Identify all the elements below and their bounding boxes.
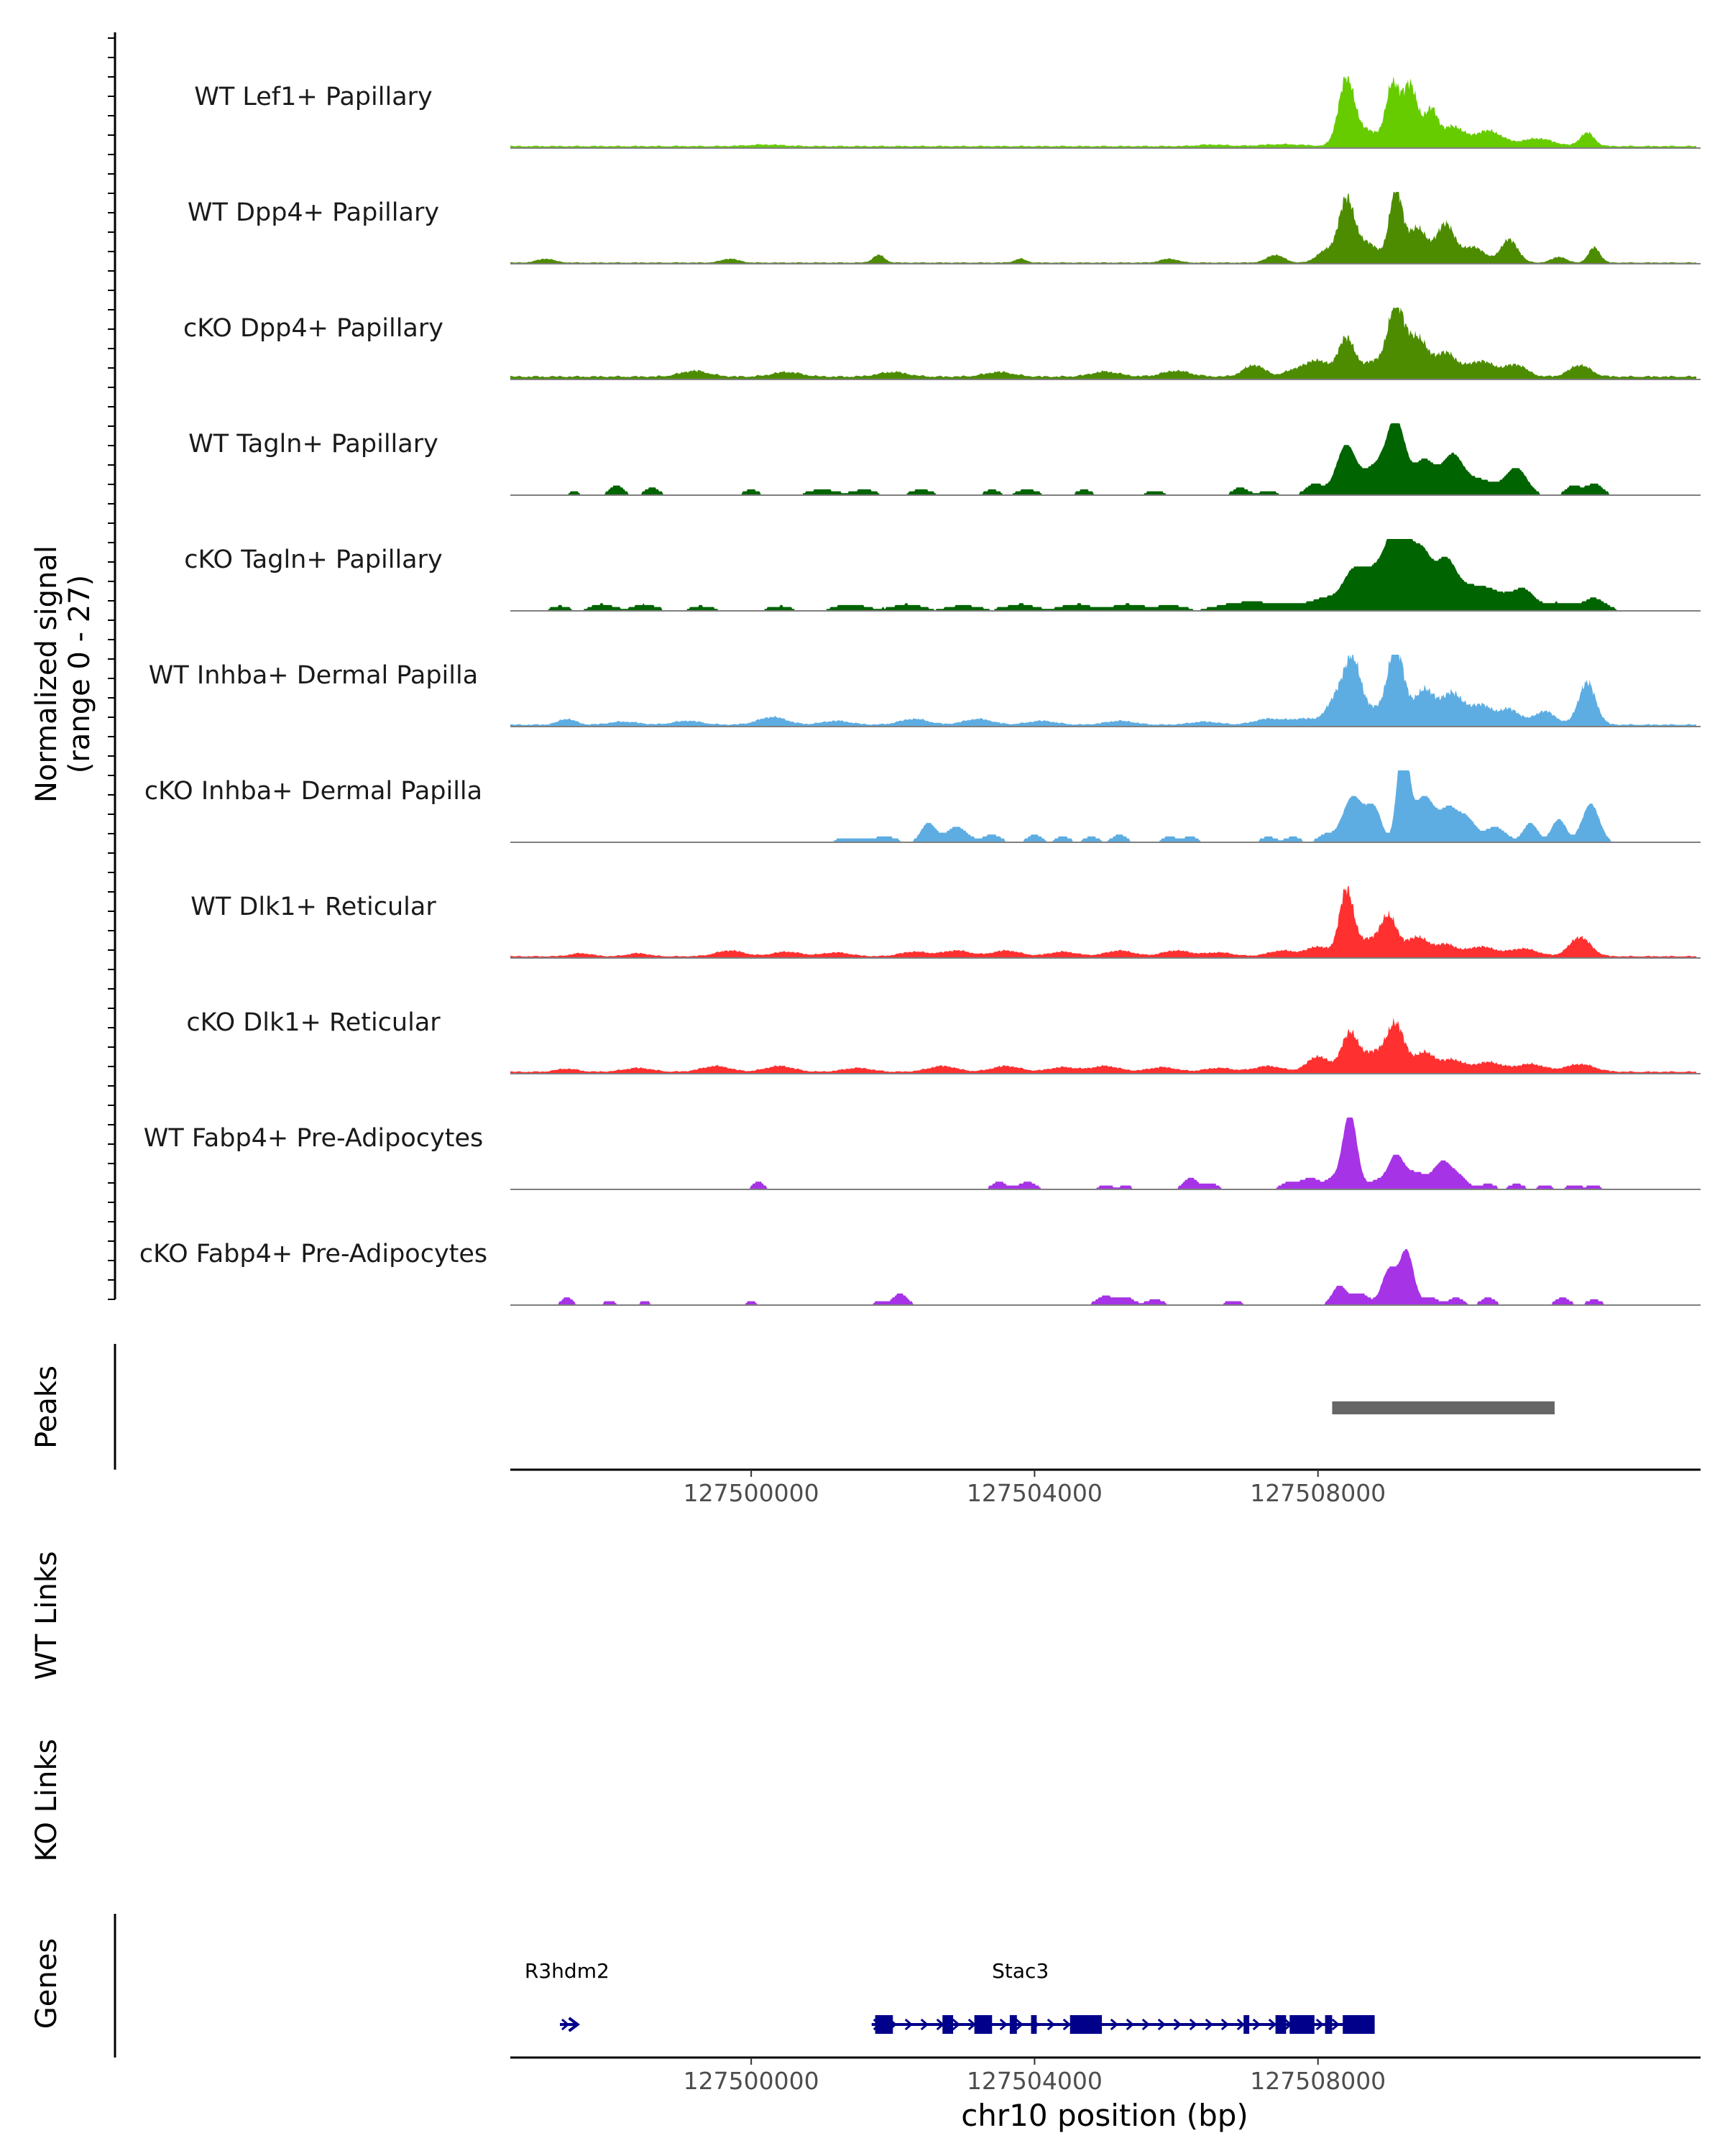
x-tick-label: 127508000 xyxy=(1250,2067,1386,2095)
coverage-area xyxy=(510,308,1697,379)
gene-model: R3hdm2 xyxy=(525,1959,610,2032)
coverage-area xyxy=(510,76,1697,148)
strand-arrow xyxy=(1315,2018,1324,2031)
gene-exon xyxy=(1275,2015,1287,2034)
gene-exon xyxy=(875,2015,893,2034)
peaks-regions xyxy=(1332,1401,1555,1414)
coverage-area xyxy=(510,423,1697,495)
coverage-track: cKO Inhba+ Dermal Papilla xyxy=(144,770,1701,843)
peak-region xyxy=(1332,1401,1555,1414)
coverage-track: cKO Dlk1+ Reticular xyxy=(186,1008,1701,1074)
track-label: WT Dlk1+ Reticular xyxy=(190,893,436,921)
coverage-ylabel: Normalized signal xyxy=(30,545,63,803)
coverage-track: cKO Dpp4+ Papillary xyxy=(183,308,1701,380)
coverage-track: cKO Fabp4+ Pre-Adipocytes xyxy=(139,1240,1701,1306)
track-label: cKO Inhba+ Dermal Papilla xyxy=(144,777,482,806)
strand-arrow xyxy=(1236,2018,1245,2031)
coverage-ylabel-range: (range 0 - 27) xyxy=(63,575,96,773)
upper-x-axis: 127500000 127504000 127508000 xyxy=(510,1468,1701,1507)
x-tick-label: 127504000 xyxy=(967,1479,1103,1507)
coverage-area xyxy=(510,192,1697,264)
coverage-track: WT Dlk1+ Reticular xyxy=(190,886,1701,959)
gene-exon xyxy=(1289,2015,1315,2034)
strand-arrow xyxy=(1189,2018,1197,2031)
track-label: cKO Dpp4+ Papillary xyxy=(183,314,443,343)
x-tick-label: 127504000 xyxy=(967,2067,1103,2095)
strand-arrow xyxy=(1110,2018,1118,2031)
genes-label: Genes xyxy=(30,1938,63,2029)
coverage-tracks: WT Lef1+ Papillary WT Dpp4+ Papillary cKO … xyxy=(139,76,1701,1306)
track-label: WT Dpp4+ Papillary xyxy=(188,198,439,227)
gene-exon xyxy=(1343,2015,1375,2034)
strand-arrow xyxy=(1062,2018,1071,2031)
strand-arrow xyxy=(1331,2018,1340,2031)
track-label: WT Lef1+ Papillary xyxy=(194,83,433,111)
coverage-y-axis xyxy=(108,32,116,1300)
strand-arrow xyxy=(1015,2018,1024,2031)
peaks-label: Peaks xyxy=(30,1365,63,1449)
strand-arrow xyxy=(920,2018,929,2031)
coverage-area xyxy=(510,1017,1697,1074)
coverage-track: WT Tagln+ Papillary xyxy=(188,423,1701,496)
gene-exon xyxy=(1009,2015,1017,2034)
x-tick-label: 127500000 xyxy=(684,2067,819,2095)
strand-arrow xyxy=(904,2018,913,2031)
strand-arrow xyxy=(1205,2018,1213,2031)
coverage-track: cKO Tagln+ Papillary xyxy=(184,539,1701,612)
strand-arrow xyxy=(561,2018,570,2031)
gene-exon xyxy=(942,2015,954,2034)
coverage-track: WT Fabp4+ Pre-Adipocytes xyxy=(144,1118,1701,1190)
strand-arrow xyxy=(1157,2018,1166,2031)
coverage-area xyxy=(510,655,1697,727)
track-label: WT Fabp4+ Pre-Adipocytes xyxy=(144,1124,483,1153)
gene-end-arrow xyxy=(568,2017,580,2032)
strand-arrow xyxy=(999,2018,1008,2031)
coverage-track: WT Inhba+ Dermal Papilla xyxy=(149,655,1701,727)
genes-models: R3hdm2 Stac3 xyxy=(525,1959,1375,2034)
track-label: cKO Fabp4+ Pre-Adipocytes xyxy=(139,1240,487,1268)
x-tick-label: 127500000 xyxy=(684,1479,819,1507)
x-axis-title: chr10 position (bp) xyxy=(961,2098,1248,2133)
track-label: WT Tagln+ Papillary xyxy=(188,430,438,459)
gene-label: R3hdm2 xyxy=(525,1959,610,1983)
coverage-area xyxy=(510,1118,1697,1189)
wt-links-label: WT Links xyxy=(30,1551,63,1680)
coverage-area xyxy=(510,1249,1697,1305)
x-tick-label: 127508000 xyxy=(1250,1479,1386,1507)
strand-arrow xyxy=(1173,2018,1182,2031)
strand-arrow xyxy=(1141,2018,1150,2031)
track-label: cKO Dlk1+ Reticular xyxy=(186,1008,441,1037)
ko-links-label: KO Links xyxy=(30,1739,63,1862)
coverage-track: WT Dpp4+ Papillary xyxy=(188,192,1701,264)
gene-exon xyxy=(1031,2015,1037,2034)
coverage-area xyxy=(510,539,1697,611)
lower-x-axis: 127500000 127504000 127508000 xyxy=(510,2056,1701,2095)
strand-arrow xyxy=(1268,2018,1276,2031)
gene-exon xyxy=(1325,2015,1333,2034)
coverage-area xyxy=(510,886,1697,958)
gene-model: Stac3 xyxy=(871,1959,1375,2034)
gene-exon xyxy=(1070,2015,1103,2034)
track-label: WT Inhba+ Dermal Papilla xyxy=(149,661,478,690)
gene-label: Stac3 xyxy=(992,1959,1049,1983)
strand-arrow xyxy=(1220,2018,1229,2031)
strand-arrow xyxy=(1126,2018,1134,2031)
strand-arrow xyxy=(1046,2018,1055,2031)
strand-arrow xyxy=(1252,2018,1261,2031)
coverage-area xyxy=(510,770,1697,842)
track-label: cKO Tagln+ Papillary xyxy=(184,545,443,574)
strand-arrow xyxy=(952,2018,960,2031)
gene-exon xyxy=(974,2015,993,2034)
gene-exon xyxy=(1243,2015,1250,2034)
coverage-track: WT Lef1+ Papillary xyxy=(194,76,1701,149)
